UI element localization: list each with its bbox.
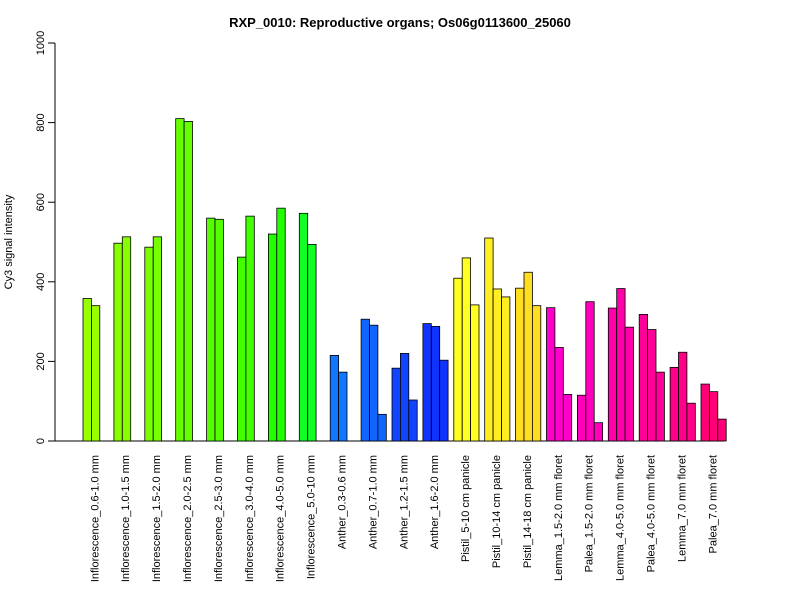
x-category-label: Inflorescence_0.6-1.0 mm <box>89 455 101 582</box>
bar <box>298 212 309 442</box>
bar <box>655 371 665 442</box>
bar <box>338 371 348 442</box>
bar <box>360 318 370 442</box>
bar <box>700 383 710 442</box>
x-category-label: Anther_0.7-1.0 mm <box>367 455 379 549</box>
x-category-label: Inflorescence_2.5-3.0 mm <box>213 455 225 582</box>
bar <box>546 307 556 442</box>
bar <box>562 394 573 442</box>
bar <box>678 351 688 442</box>
bar <box>593 422 604 442</box>
x-category-label: Inflorescence_5.0-10 mm <box>306 455 318 579</box>
category-labels: Inflorescence_0.6-1.0 mm Inflorescence_1.… <box>89 455 719 582</box>
y-tick-label: 600 <box>35 193 47 211</box>
bar <box>577 394 587 442</box>
bar <box>121 236 132 442</box>
x-category-label: Lemma_1.5-2.0 mm floret <box>553 455 565 581</box>
x-category-label: Anther_0.3-0.6 mm <box>337 455 349 549</box>
bar <box>307 243 317 442</box>
bar <box>501 296 511 442</box>
bar <box>647 329 657 442</box>
bar <box>113 242 123 442</box>
y-tick-label: 1000 <box>35 31 47 55</box>
bar <box>399 353 410 442</box>
bar <box>144 246 154 442</box>
bar <box>422 323 432 442</box>
x-category-label: Pistil_5-10 cm panicle <box>460 455 472 562</box>
x-category-label: Lemma_7.0 mm floret <box>676 455 688 562</box>
bar <box>206 217 216 442</box>
bar <box>523 271 533 442</box>
bar <box>430 325 441 442</box>
x-category-label: Lemma_4.0-5.0 mm floret <box>615 455 627 581</box>
x-category-label: Pistil_14-18 cm panicle <box>522 455 534 568</box>
bar <box>175 118 185 442</box>
bar <box>484 237 494 442</box>
bar <box>532 305 542 442</box>
x-category-label: Inflorescence_3.0-4.0 mm <box>244 455 256 582</box>
y-tick-label: 0 <box>35 438 47 444</box>
bar <box>183 121 193 442</box>
bar <box>686 402 696 442</box>
bar <box>638 314 649 442</box>
x-category-label: Inflorescence_1.0-1.5 mm <box>120 455 132 582</box>
bar <box>515 287 525 442</box>
bar <box>329 355 340 442</box>
bar <box>554 347 564 442</box>
bar <box>377 413 387 442</box>
bar <box>82 298 92 442</box>
bar <box>439 359 449 442</box>
bar <box>267 233 278 442</box>
bar <box>624 326 634 442</box>
x-category-label: Inflorescence_4.0-5.0 mm <box>275 455 287 582</box>
y-tick-label: 800 <box>35 113 47 131</box>
bar <box>369 324 379 442</box>
x-category-label: Anther_1.2-1.5 mm <box>398 455 410 549</box>
bar <box>709 391 719 442</box>
bar <box>391 367 401 442</box>
bar <box>453 277 463 442</box>
bar <box>245 215 255 442</box>
x-category-label: Palea_1.5-2.0 mm floret <box>584 455 596 572</box>
x-category-label: Pistil_10-14 cm panicle <box>491 455 503 568</box>
bars <box>82 118 727 442</box>
bar <box>616 288 626 442</box>
bar <box>152 236 162 442</box>
bar <box>669 366 679 442</box>
x-category-label: Anther_1.6-2.0 mm <box>429 455 441 549</box>
chart-title: RXP_0010: Reproductive organs; Os06g0113… <box>229 15 571 30</box>
y-axis: 0 200 400 600 800 1000 <box>35 31 56 444</box>
y-tick-label: 400 <box>35 273 47 291</box>
x-category-label: Inflorescence_1.5-2.0 mm <box>151 455 163 582</box>
bar <box>717 418 727 442</box>
bar <box>585 301 595 442</box>
bar <box>276 207 286 442</box>
bar <box>461 257 472 442</box>
bar <box>607 307 618 442</box>
x-category-label: Palea_7.0 mm floret <box>707 455 719 553</box>
bar <box>237 256 247 442</box>
bar <box>91 305 101 442</box>
bar <box>470 304 480 442</box>
y-axis-label: Cy3 signal intensity <box>3 194 15 289</box>
x-category-label: Inflorescence_2.0-2.5 mm <box>182 455 194 582</box>
x-category-label: Palea_4.0-5.0 mm floret <box>646 455 658 572</box>
y-tick-label: 200 <box>35 352 47 370</box>
bar <box>492 288 502 442</box>
bar <box>214 218 224 442</box>
bar <box>408 399 418 442</box>
